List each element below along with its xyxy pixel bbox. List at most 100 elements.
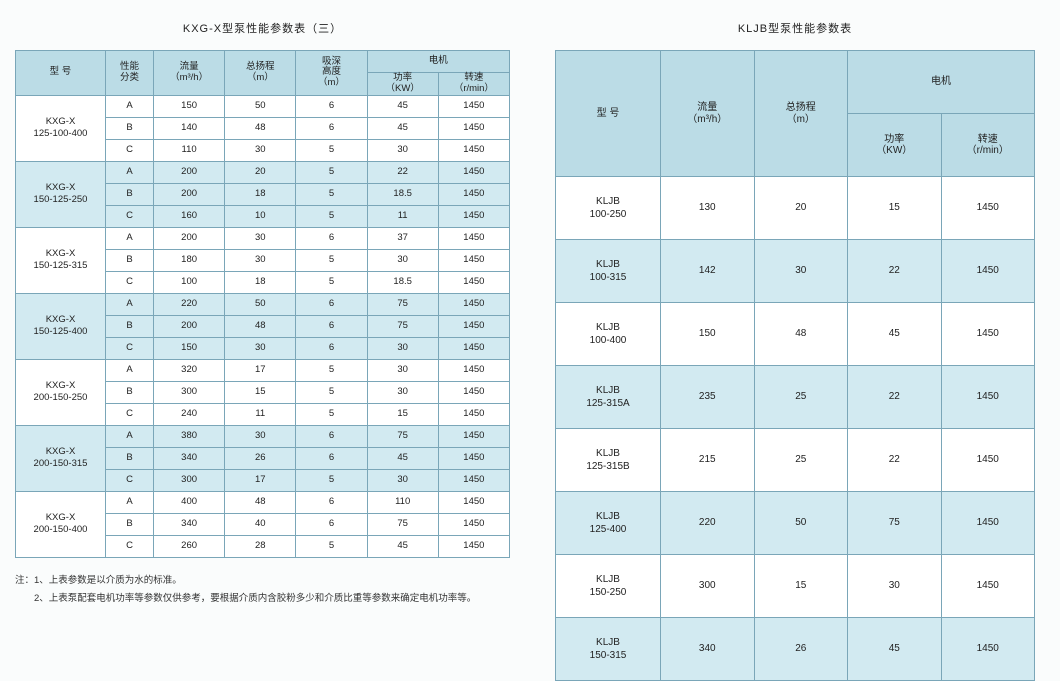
cell-cat: A <box>106 491 154 513</box>
cell-pow: 30 <box>367 337 438 359</box>
table-row: KLJB125-315B21525221450 <box>556 429 1035 492</box>
cell-model: KLJB100-315 <box>556 240 661 303</box>
right-table: 型 号 流量（m³/h） 总扬程（m） 电机 功率（KW） 转速（r/min） … <box>555 50 1035 681</box>
cell-suc: 6 <box>296 447 367 469</box>
table-row: KLJB150-25030015301450 <box>556 555 1035 618</box>
cell-model: KXG-X150-125-250 <box>16 161 106 227</box>
th-speed-r: 转速（r/min） <box>941 114 1035 177</box>
cell-flow: 300 <box>154 469 225 491</box>
cell-pow: 30 <box>367 381 438 403</box>
cell-cat: A <box>106 425 154 447</box>
cell-flow: 340 <box>154 513 225 535</box>
table-row: KXG-X200-150-250A320175301450 <box>16 359 510 381</box>
th-speed: 转速（r/min） <box>438 73 509 96</box>
cell-pow: 30 <box>367 359 438 381</box>
table-row: KXG-X200-150-400A4004861101450 <box>16 491 510 513</box>
cell-pow: 30 <box>367 249 438 271</box>
left-panel: KXG-X型泵性能参数表（三） 型 号 性能分类 流量（m³/h） 总扬程（m）… <box>15 20 510 598</box>
cell-head: 30 <box>225 249 296 271</box>
cell-pow: 45 <box>848 618 942 681</box>
cell-flow: 150 <box>154 337 225 359</box>
cell-pow: 18.5 <box>367 271 438 293</box>
cell-head: 11 <box>225 403 296 425</box>
cell-spd: 1450 <box>438 513 509 535</box>
cell-head: 17 <box>225 359 296 381</box>
cell-flow: 220 <box>661 492 755 555</box>
cell-cat: A <box>106 293 154 315</box>
cell-flow: 260 <box>154 535 225 557</box>
cell-suc: 5 <box>296 161 367 183</box>
cell-suc: 5 <box>296 183 367 205</box>
cell-pow: 45 <box>848 303 942 366</box>
cell-spd: 1450 <box>438 381 509 403</box>
cell-model: KXG-X200-150-250 <box>16 359 106 425</box>
cell-model: KLJB125-315B <box>556 429 661 492</box>
cell-pow: 45 <box>367 117 438 139</box>
th-motor: 电机 <box>367 51 509 73</box>
th-power-r: 功率（KW） <box>848 114 942 177</box>
th-category: 性能分类 <box>106 51 154 96</box>
cell-flow: 235 <box>661 366 755 429</box>
cell-pow: 75 <box>848 492 942 555</box>
cell-suc: 6 <box>296 227 367 249</box>
cell-flow: 200 <box>154 183 225 205</box>
cell-model: KXG-X150-125-400 <box>16 293 106 359</box>
cell-model: KXG-X150-125-315 <box>16 227 106 293</box>
cell-head: 15 <box>754 555 848 618</box>
cell-head: 50 <box>225 293 296 315</box>
table-row: KLJB100-31514230221450 <box>556 240 1035 303</box>
cell-cat: C <box>106 271 154 293</box>
cell-head: 26 <box>754 618 848 681</box>
cell-model: KLJB150-315 <box>556 618 661 681</box>
table-row: KLJB125-40022050751450 <box>556 492 1035 555</box>
cell-spd: 1450 <box>438 183 509 205</box>
table-row: KXG-X150-125-400A220506751450 <box>16 293 510 315</box>
th-head-r: 总扬程（m） <box>754 51 848 177</box>
cell-spd: 1450 <box>438 359 509 381</box>
cell-cat: A <box>106 95 154 117</box>
cell-pow: 37 <box>367 227 438 249</box>
cell-spd: 1450 <box>438 403 509 425</box>
cell-model: KLJB100-250 <box>556 177 661 240</box>
cell-suc: 6 <box>296 337 367 359</box>
cell-model: KLJB100-400 <box>556 303 661 366</box>
cell-pow: 22 <box>848 240 942 303</box>
cell-head: 28 <box>225 535 296 557</box>
cell-spd: 1450 <box>438 491 509 513</box>
cell-suc: 5 <box>296 249 367 271</box>
cell-head: 40 <box>225 513 296 535</box>
th-flow: 流量（m³/h） <box>154 51 225 96</box>
cell-spd: 1450 <box>941 555 1035 618</box>
cell-spd: 1450 <box>438 425 509 447</box>
cell-head: 25 <box>754 366 848 429</box>
right-panel: KLJB型泵性能参数表 型 号 流量（m³/h） 总扬程（m） 电机 功率（KW… <box>555 20 1035 598</box>
cell-spd: 1450 <box>438 249 509 271</box>
cell-pow: 18.5 <box>367 183 438 205</box>
th-motor-r: 电机 <box>848 51 1035 114</box>
table-row: KLJB125-315A23525221450 <box>556 366 1035 429</box>
cell-pow: 30 <box>848 555 942 618</box>
cell-spd: 1450 <box>941 303 1035 366</box>
cell-suc: 5 <box>296 359 367 381</box>
cell-flow: 142 <box>661 240 755 303</box>
cell-suc: 6 <box>296 315 367 337</box>
cell-spd: 1450 <box>941 429 1035 492</box>
cell-flow: 150 <box>661 303 755 366</box>
cell-head: 30 <box>225 227 296 249</box>
cell-head: 30 <box>225 337 296 359</box>
cell-spd: 1450 <box>438 535 509 557</box>
table-row: KLJB100-25013020151450 <box>556 177 1035 240</box>
cell-pow: 75 <box>367 293 438 315</box>
left-table: 型 号 性能分类 流量（m³/h） 总扬程（m） 吸深高度（m） 电机 功率（K… <box>15 50 510 558</box>
cell-suc: 5 <box>296 381 367 403</box>
cell-spd: 1450 <box>438 469 509 491</box>
cell-flow: 340 <box>154 447 225 469</box>
table-row: KXG-X150-125-315A200306371450 <box>16 227 510 249</box>
cell-spd: 1450 <box>438 139 509 161</box>
table-row: KXG-X200-150-315A380306751450 <box>16 425 510 447</box>
cell-flow: 220 <box>154 293 225 315</box>
cell-spd: 1450 <box>438 95 509 117</box>
cell-cat: C <box>106 337 154 359</box>
cell-cat: A <box>106 359 154 381</box>
cell-suc: 5 <box>296 205 367 227</box>
